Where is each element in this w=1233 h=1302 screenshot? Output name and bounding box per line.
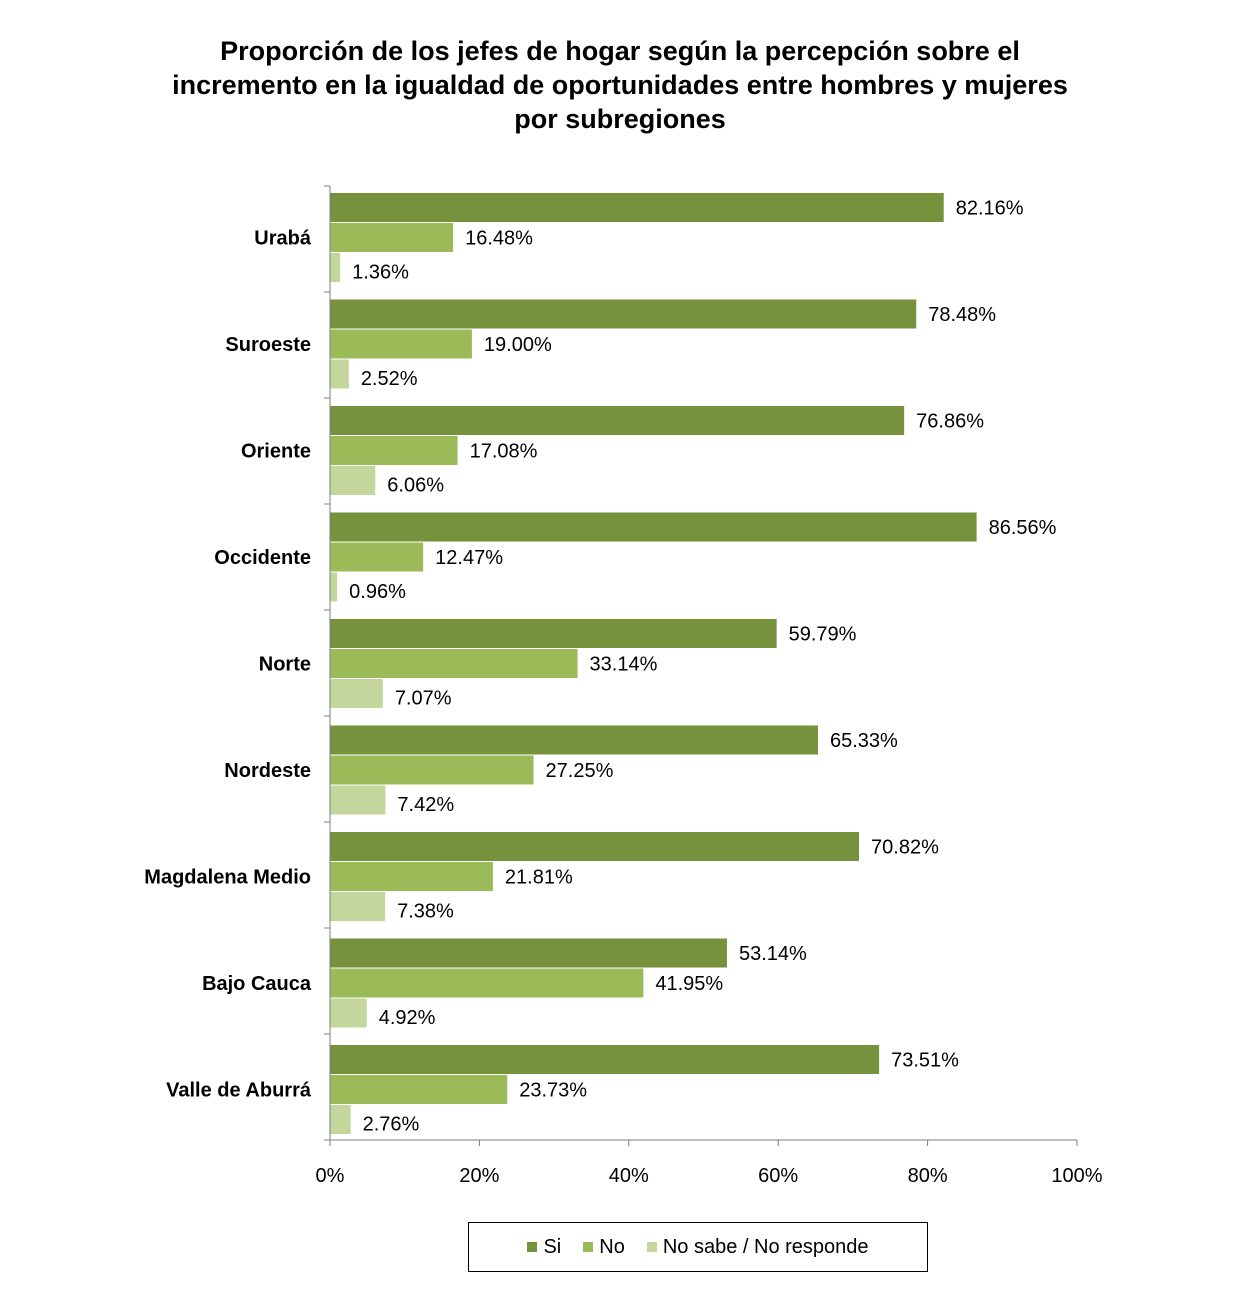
data-label: 0.96%	[349, 581, 406, 603]
category-label: Valle de Aburrá	[166, 1080, 312, 1102]
bar-nordeste-no	[330, 755, 534, 785]
data-label: 33.14%	[590, 654, 658, 676]
bar-occidente-no	[330, 542, 424, 572]
data-label: 86.56%	[989, 517, 1057, 539]
bar-nordeste-no-sabe-no-responde	[330, 785, 386, 815]
x-tick-label: 40%	[609, 1165, 649, 1187]
bar-magdalena-medio-no	[330, 862, 493, 891]
data-label: 23.73%	[519, 1080, 587, 1102]
legend-label-si: Si	[543, 1235, 562, 1258]
data-label: 12.47%	[435, 547, 503, 569]
legend-item-no-sabe: No sabe / No responde	[646, 1235, 869, 1259]
bar-suroeste-si	[330, 299, 917, 329]
data-label: 4.92%	[379, 1007, 436, 1029]
bar-occidente-si	[330, 512, 977, 542]
bar-valle-de-aburra-no-sabe-no-responde	[330, 1105, 351, 1134]
bar-uraba-si	[330, 193, 944, 222]
data-label: 76.86%	[916, 411, 984, 433]
chart-title: Proporción de los jefes de hogar según l…	[80, 34, 1160, 136]
bar-oriente-si	[330, 406, 905, 435]
bar-suroeste-no	[330, 329, 472, 359]
chart-title-line-3: por subregiones	[514, 104, 726, 134]
bar-norte-si	[330, 619, 777, 648]
category-label: Oriente	[241, 441, 311, 463]
bar-suroeste-no-sabe-no-responde	[330, 359, 349, 389]
bar-oriente-no	[330, 436, 458, 465]
chart-title-line-1: Proporción de los jefes de hogar según l…	[220, 36, 1020, 66]
x-tick-label: 0%	[316, 1165, 345, 1187]
category-label: Suroeste	[225, 334, 311, 356]
legend-item-si: Si	[527, 1236, 561, 1259]
legend-swatch-no	[583, 1242, 594, 1252]
data-label: 21.81%	[505, 867, 573, 889]
data-label: 78.48%	[928, 304, 996, 326]
legend-swatch-no-sabe	[646, 1242, 657, 1252]
bar-nordeste-si	[330, 725, 819, 755]
x-tick-label: 60%	[758, 1165, 798, 1187]
category-label: Bajo Cauca	[202, 973, 312, 995]
legend-swatch-si	[527, 1242, 538, 1252]
data-label: 27.25%	[546, 760, 614, 782]
category-label: Norte	[259, 654, 311, 676]
data-label: 19.00%	[484, 334, 552, 356]
chart-legend: Si No No sabe / No responde	[468, 1222, 928, 1272]
data-label: 16.48%	[465, 228, 533, 250]
data-label: 2.76%	[363, 1114, 420, 1136]
x-tick-label: 80%	[908, 1165, 948, 1187]
chart-title-line-2: incremento en la igualdad de oportunidad…	[172, 70, 1068, 100]
x-tick-label: 100%	[1051, 1165, 1102, 1187]
data-label: 65.33%	[830, 730, 898, 752]
data-label: 7.42%	[397, 794, 454, 816]
bar-oriente-no-sabe-no-responde	[330, 466, 376, 495]
bar-valle-de-aburra-no	[330, 1075, 508, 1104]
legend-label-no: No	[599, 1235, 625, 1258]
data-label: 2.52%	[361, 368, 418, 390]
bar-bajo-cauca-no-sabe-no-responde	[330, 998, 367, 1028]
bar-occidente-no-sabe-no-responde	[330, 572, 338, 602]
category-label: Urabá	[254, 228, 312, 250]
bar-uraba-no-sabe-no-responde	[330, 253, 341, 282]
category-label: Magdalena Medio	[144, 867, 311, 889]
data-label: 6.06%	[387, 475, 444, 497]
bar-norte-no-sabe-no-responde	[330, 679, 383, 708]
bar-magdalena-medio-no-sabe-no-responde	[330, 892, 386, 921]
data-label: 17.08%	[470, 441, 538, 463]
data-label: 73.51%	[891, 1050, 959, 1072]
data-label: 7.07%	[395, 688, 452, 710]
data-label: 41.95%	[655, 973, 723, 995]
data-label: 70.82%	[871, 837, 939, 859]
x-tick-label: 20%	[459, 1165, 499, 1187]
bar-bajo-cauca-si	[330, 938, 727, 968]
category-label: Nordeste	[224, 760, 311, 782]
bar-uraba-no	[330, 223, 454, 252]
data-label: 7.38%	[397, 901, 454, 923]
legend-label-no-sabe: No sabe / No responde	[662, 1235, 869, 1258]
bar-valle-de-aburra-si	[330, 1045, 880, 1074]
bar-magdalena-medio-si	[330, 832, 860, 861]
legend-item-no: No	[583, 1236, 625, 1259]
data-label: 53.14%	[739, 943, 807, 965]
bar-norte-no	[330, 649, 578, 678]
bar-bajo-cauca-no	[330, 968, 644, 998]
category-label: Occidente	[214, 547, 311, 569]
data-label: 82.16%	[956, 198, 1024, 220]
data-label: 1.36%	[352, 262, 409, 284]
data-label: 59.79%	[789, 624, 857, 646]
